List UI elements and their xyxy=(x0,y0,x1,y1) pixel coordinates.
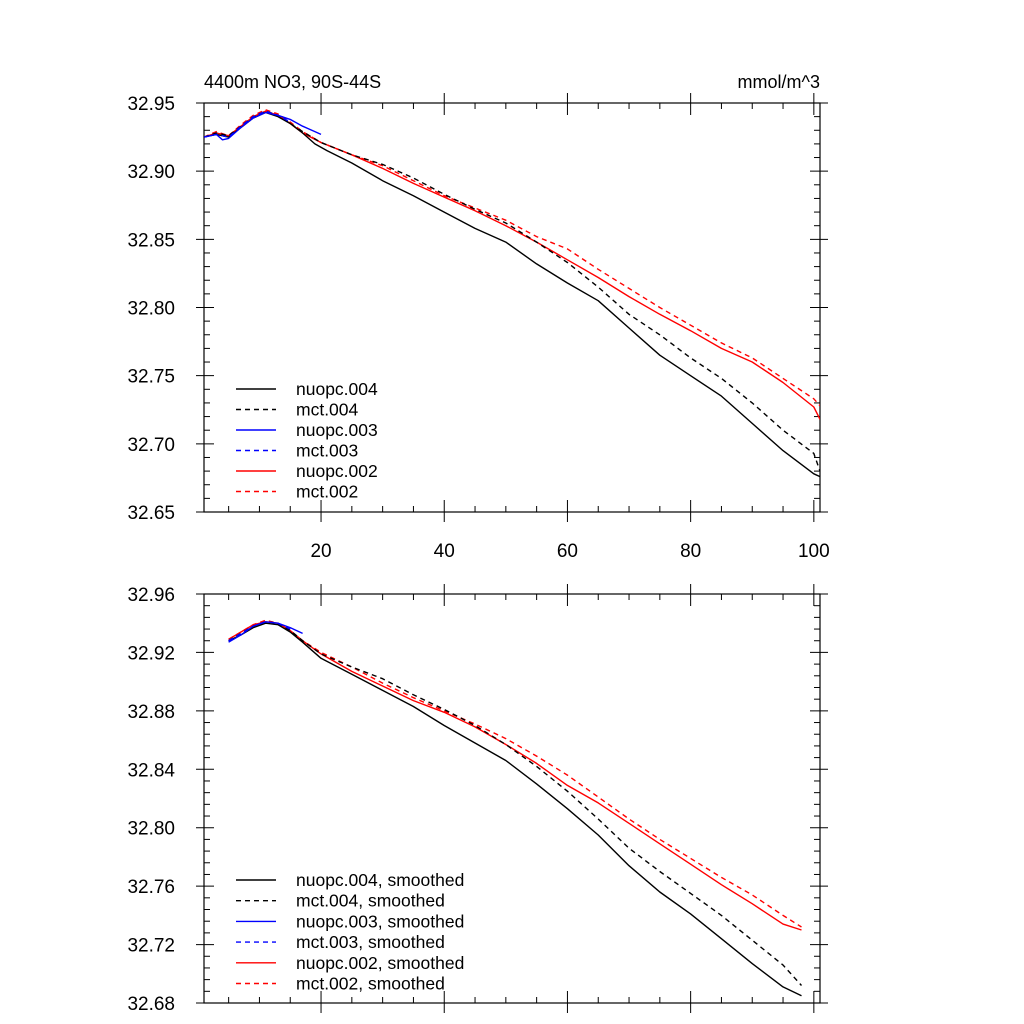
legend-label: mct.002 xyxy=(296,482,358,502)
x-tick-label: 80 xyxy=(680,541,701,562)
legend-label: mct.003 xyxy=(296,441,358,461)
series-line-mct-004 xyxy=(204,110,820,472)
y-tick-label: 32.84 xyxy=(127,760,175,781)
legend-label: nuopc.002, smoothed xyxy=(296,953,464,973)
x-tick-label: 20 xyxy=(310,541,331,562)
y-tick-label: 32.95 xyxy=(127,94,175,115)
legend-label: mct.004 xyxy=(296,400,359,420)
y-tick-label: 32.80 xyxy=(127,299,175,320)
series-line-mct-002 xyxy=(204,109,820,407)
legend-label: nuopc.004 xyxy=(296,379,378,399)
y-tick-label: 32.75 xyxy=(127,367,175,388)
y-tick-label: 32.76 xyxy=(127,877,175,898)
legend-label: mct.003, smoothed xyxy=(296,932,445,952)
top-panel-title: 4400m NO3, 90S-44S xyxy=(204,72,381,92)
series-line-nuopc-002 xyxy=(204,110,820,420)
legend-label: nuopc.003 xyxy=(296,420,378,440)
series-group xyxy=(228,619,803,997)
series-line-nuopc-003-smoothed xyxy=(228,621,303,643)
x-tick-label: 100 xyxy=(798,541,830,562)
legend-label: nuopc.002 xyxy=(296,461,378,481)
series-line-mct-003-smoothed xyxy=(228,621,291,642)
series-line-mct-003 xyxy=(204,110,291,138)
y-tick-label: 32.72 xyxy=(127,936,175,957)
y-tick-label: 32.68 xyxy=(127,994,175,1015)
legend-label: mct.002, smoothed xyxy=(296,974,445,994)
y-tick-label: 32.70 xyxy=(127,435,175,456)
y-tick-label: 32.90 xyxy=(127,162,175,183)
plot-frame xyxy=(203,593,821,1004)
y-tick-label: 32.92 xyxy=(127,643,175,664)
series-group xyxy=(204,109,820,478)
y-tick-label: 32.96 xyxy=(127,585,175,606)
y-tick-label: 32.80 xyxy=(127,819,175,840)
y-tick-label: 32.88 xyxy=(127,702,175,723)
x-tick-label: 60 xyxy=(557,541,578,562)
legend-label: mct.004, smoothed xyxy=(296,891,445,911)
x-tick-label: 40 xyxy=(434,541,455,562)
top-panel-units: mmol/m^3 xyxy=(738,72,820,92)
top-panel: 4400m NO3, 90S-44S mmol/m^3 20 40 60 80 100 3… xyxy=(127,72,829,562)
legend-label: nuopc.003, smoothed xyxy=(296,911,464,931)
legend-label: nuopc.004, smoothed xyxy=(296,870,464,890)
series-line-nuopc-004-smoothed xyxy=(228,622,802,997)
bottom-panel: 32.68 32.72 32.76 32.80 32.84 32.88 32.92 32.96… xyxy=(127,584,828,1015)
series-line-nuopc-003 xyxy=(204,111,322,141)
y-tick-label: 32.65 xyxy=(127,503,175,524)
y-tick-label: 32.85 xyxy=(127,230,175,251)
